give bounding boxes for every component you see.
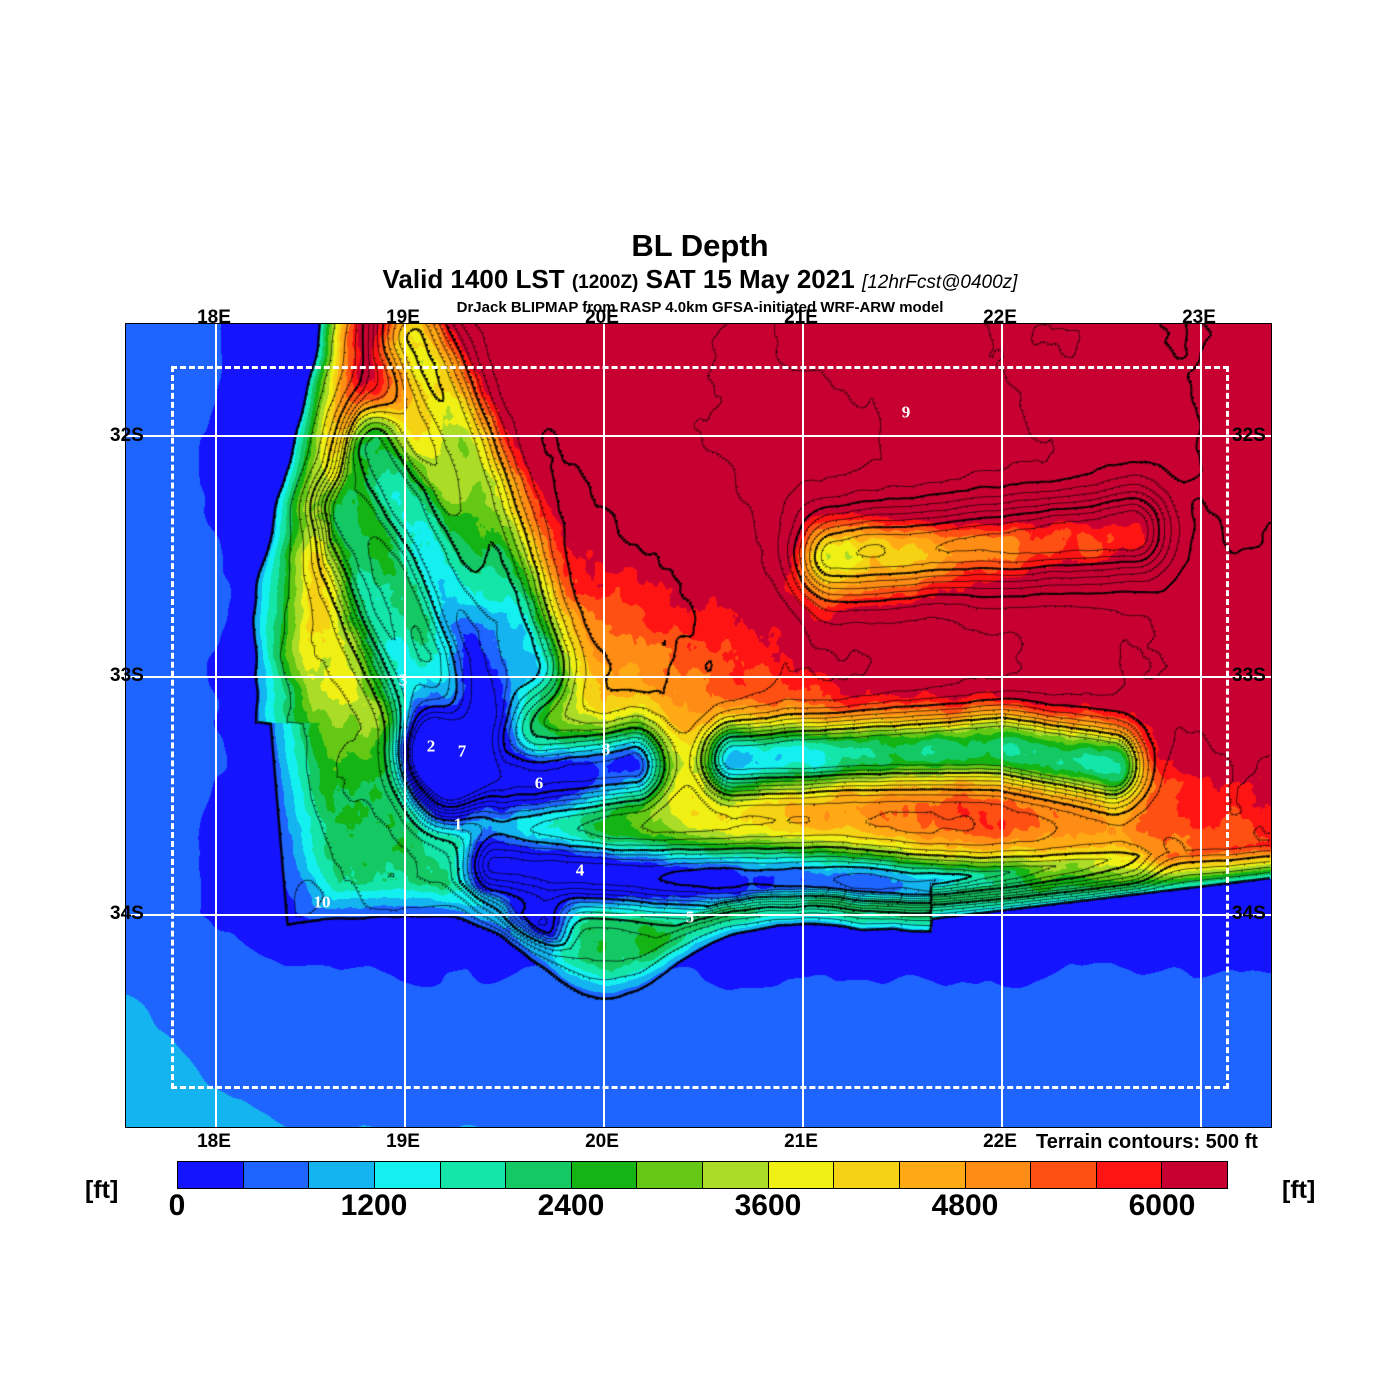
axis-label-right-32s: 32S bbox=[1232, 425, 1266, 446]
colorbar-tick-1200: 1200 bbox=[340, 1189, 408, 1222]
colorbar-swatch-2 bbox=[309, 1162, 375, 1188]
colorbar-swatch-7 bbox=[637, 1162, 703, 1188]
axis-label-right-34s: 34S bbox=[1232, 903, 1266, 924]
model-source-line: DrJack BLIPMAP from RASP 4.0km GFSA-init… bbox=[456, 299, 944, 316]
bl-depth-raster bbox=[126, 324, 1271, 1127]
colorbar-swatch-3 bbox=[374, 1162, 441, 1188]
forecast-map[interactable]: 1 2 3 4 5 6 7 8 9 10 bbox=[125, 323, 1272, 1128]
valid-time-utc: (1200Z) bbox=[571, 272, 639, 293]
colorbar-swatch-9 bbox=[768, 1162, 835, 1188]
axis-label-top-21e: 21E bbox=[784, 307, 818, 328]
valid-date: SAT 15 May 2021 bbox=[645, 264, 855, 294]
colorbar-tick-3600: 3600 bbox=[734, 1189, 802, 1222]
forecast-tag: [12hrFcst@0400z] bbox=[861, 272, 1018, 293]
axis-label-top-22e: 22E bbox=[983, 307, 1017, 328]
axis-label-bottom-20e: 20E bbox=[585, 1131, 619, 1152]
axis-label-bottom-21e: 21E bbox=[784, 1131, 818, 1152]
valid-time-line: Valid 1400 LST (1200Z) SAT 15 May 2021 [… bbox=[0, 264, 1400, 298]
colorbar-tick-6000: 6000 bbox=[1128, 1189, 1196, 1222]
axis-label-top-20e: 20E bbox=[585, 307, 619, 328]
colorbar-tick-0: 0 bbox=[168, 1189, 186, 1222]
axis-label-top-19e: 19E bbox=[386, 307, 420, 328]
colorbar-swatch-1 bbox=[243, 1162, 310, 1188]
colorbar bbox=[177, 1161, 1228, 1189]
colorbar-swatch-15 bbox=[1162, 1162, 1227, 1188]
axis-label-bottom-18e: 18E bbox=[197, 1131, 231, 1152]
axis-label-top-23e: 23E bbox=[1182, 307, 1216, 328]
colorbar-swatch-0 bbox=[178, 1162, 244, 1188]
colorbar-swatch-11 bbox=[899, 1162, 966, 1188]
colorbar-unit-right: [ft] bbox=[1282, 1176, 1316, 1204]
colorbar-swatch-12 bbox=[965, 1162, 1032, 1188]
colorbar-swatch-5 bbox=[506, 1162, 572, 1188]
colorbar-swatch-14 bbox=[1096, 1162, 1163, 1188]
axis-label-right-33s: 33S bbox=[1232, 665, 1266, 686]
colorbar-unit-left: [ft] bbox=[85, 1176, 119, 1204]
colorbar-swatch-4 bbox=[440, 1162, 507, 1188]
chart-header: BL Depth Valid 1400 LST (1200Z) SAT 15 M… bbox=[0, 228, 1400, 318]
colorbar-tick-4800: 4800 bbox=[931, 1189, 999, 1222]
axis-label-bottom-19e: 19E bbox=[386, 1131, 420, 1152]
axis-label-top-18e: 18E bbox=[197, 307, 231, 328]
terrain-contour-note: Terrain contours: 500 ft bbox=[1036, 1131, 1258, 1153]
page-title: BL Depth bbox=[631, 228, 769, 263]
colorbar-swatch-6 bbox=[571, 1162, 638, 1188]
colorbar-swatch-8 bbox=[703, 1162, 769, 1188]
colorbar-swatch-13 bbox=[1031, 1162, 1097, 1188]
axis-label-bottom-22e: 22E bbox=[983, 1131, 1017, 1152]
valid-time-prefix: Valid 1400 LST bbox=[382, 264, 565, 294]
colorbar-swatch-10 bbox=[834, 1162, 900, 1188]
colorbar-tick-2400: 2400 bbox=[537, 1189, 605, 1222]
